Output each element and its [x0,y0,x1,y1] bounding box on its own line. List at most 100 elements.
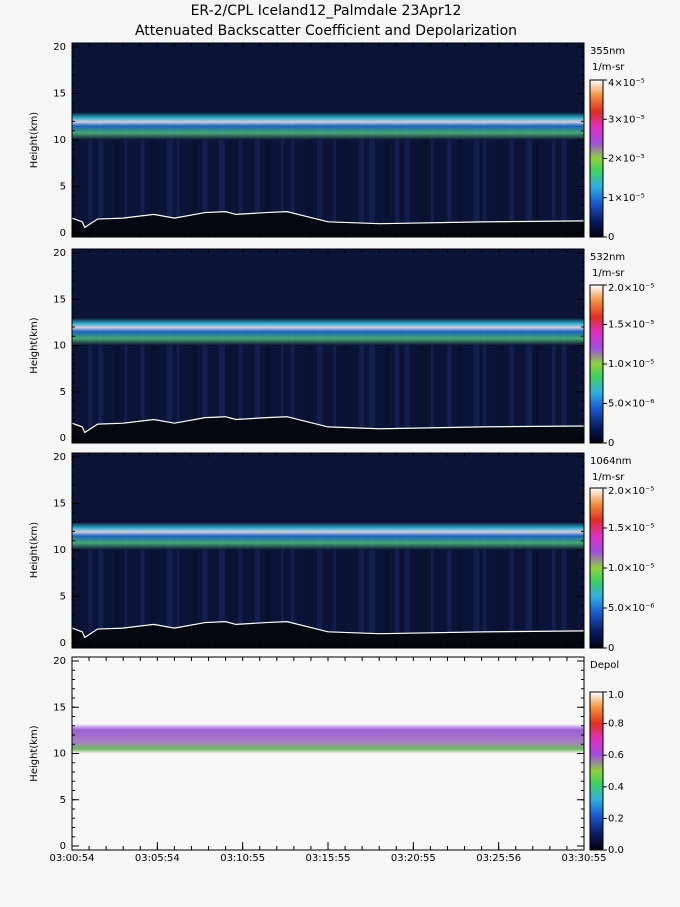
image-streak [395,121,400,233]
image-streak [385,531,389,643]
image-streak [359,121,365,233]
image-streak [316,531,323,643]
image-streak [535,121,539,233]
image-streak [192,121,197,233]
colorbar-tick-label: 1.0×10⁻⁵ [608,359,654,370]
image-streak [114,121,121,233]
image-streak [264,531,271,643]
y-axis-label: Height(km) [29,725,40,781]
image-streak [228,531,232,643]
image-streak [404,531,410,643]
colorbar-tick-label: 0 [608,232,614,243]
image-streak [140,327,145,438]
image-streak [368,121,375,233]
image-streak [447,531,452,643]
image-streak [385,121,389,233]
unit-label: 1/m-sr [592,268,625,279]
image-streak [525,531,532,643]
y-tick-label: 10 [53,749,66,760]
image-streak [333,531,337,643]
image-streak [264,327,271,438]
y-tick-label: 20 [53,248,66,259]
image-streak [430,531,434,643]
channel-label: 1064nm [590,456,632,467]
colorbar-tick-label: 0 [608,438,614,449]
colorbar-tick-label: 0.2 [608,813,624,824]
channel-label: 355nm [590,46,625,57]
image-streak [447,121,452,233]
image-streak [290,121,295,233]
image-streak [280,327,284,438]
image-streak [228,327,232,438]
image-streak [430,327,434,438]
x-tick-label: 03:30:55 [562,853,607,864]
y-tick-label: 10 [53,545,66,556]
image-background [72,453,584,648]
image-streak [98,531,104,643]
image-streak [176,327,180,438]
image-streak [395,327,400,438]
image-streak [333,327,337,438]
cloud-band [72,317,584,346]
image-streak [202,531,208,643]
image-streak [368,327,375,438]
colorbar-tick-label: 0.4 [608,782,624,793]
image-streak [88,121,93,233]
image-streak [218,327,225,438]
image-streak [124,531,128,643]
image-streak [457,327,463,438]
image-streak [98,121,104,233]
depol-band [72,723,584,754]
image-streak [202,121,208,233]
y-tick-label: 5 [60,387,66,398]
image-streak [404,327,410,438]
image-streak [483,531,487,643]
y-tick-label: 0 [60,841,66,852]
x-tick-label: 03:25:56 [476,853,521,864]
image-streak [430,121,434,233]
image-streak [280,531,284,643]
colorbar-tick-label: 4×10⁻⁵ [608,78,645,89]
chart-subtitle: Attenuated Backscatter Coefficient and D… [135,23,517,39]
image-streak [114,327,121,438]
image-streak [114,531,121,643]
colorbar-tick-label: 5.0×10⁻⁶ [608,399,654,410]
x-tick-label: 03:05:54 [135,853,180,864]
colorbar-tick-label: 2×10⁻⁵ [608,154,645,165]
image-streak [290,531,295,643]
image-streak [499,531,504,643]
x-tick-label: 03:00:54 [50,853,95,864]
image-streak [166,121,173,233]
cloud-band [72,112,584,140]
image-streak [342,531,347,643]
y-tick-label: 10 [53,341,66,352]
image-streak [238,327,243,438]
colorbar [589,79,604,238]
image-streak [509,327,515,438]
ground [72,621,584,648]
y-tick-label: 15 [53,499,66,510]
image-streak [525,121,532,233]
image-streak [551,121,556,233]
image-streak [551,531,556,643]
image-streak [176,121,180,233]
image-streak [473,121,480,233]
image-streak [457,531,463,643]
image-streak [333,121,337,233]
unit-label: 1/m-sr [592,62,625,73]
image-streak [140,531,145,643]
colorbar [589,284,604,444]
image-streak [88,531,93,643]
image-streak [368,531,375,643]
image-streak [254,121,260,233]
y-axis-label: Height(km) [29,317,40,373]
colorbar-tick-label: 2.0×10⁻⁵ [608,283,654,294]
image-streak [571,327,578,438]
y-tick-label: 5 [60,795,66,806]
y-tick-label: 0 [60,433,66,444]
y-tick-label: 20 [53,656,66,667]
colorbar-tick-label: 0.6 [608,750,624,761]
image-streak [499,327,504,438]
image-streak [509,531,515,643]
colorbar-tick-label: 0 [608,643,614,654]
